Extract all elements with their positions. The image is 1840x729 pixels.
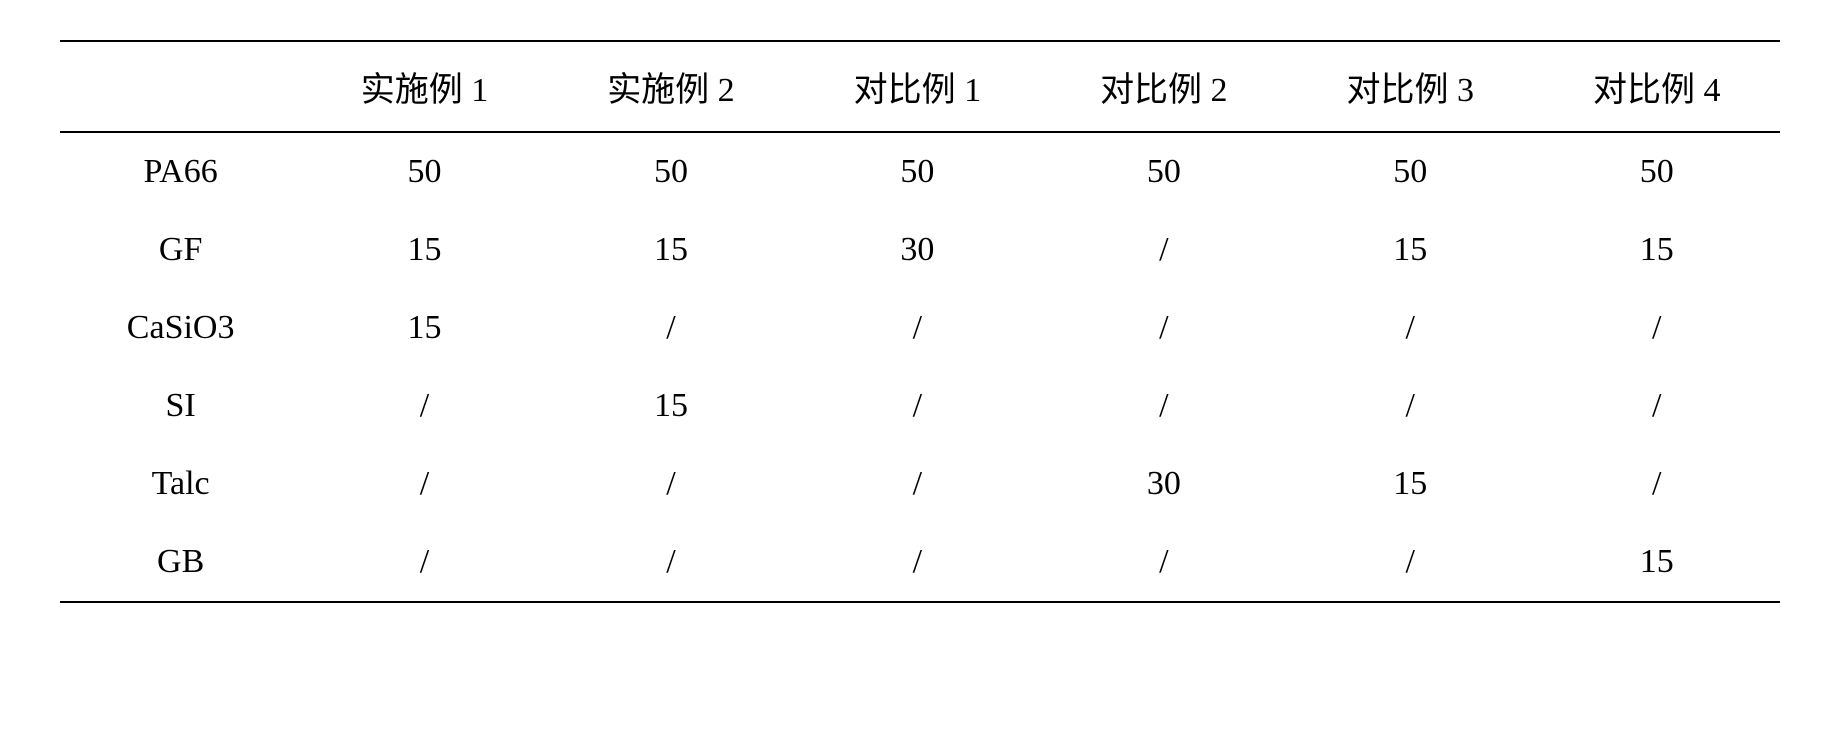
table-row: GB / / / / / 15 xyxy=(60,523,1780,602)
cell: / xyxy=(1041,367,1287,445)
cell: 30 xyxy=(794,211,1040,289)
cell: / xyxy=(794,289,1040,367)
cell: / xyxy=(301,367,547,445)
table-row: CaSiO3 15 / / / / / xyxy=(60,289,1780,367)
header-col-4: 对比例 2 xyxy=(1041,41,1287,132)
cell: 15 xyxy=(548,211,794,289)
cell: 15 xyxy=(1533,211,1780,289)
table-row: Talc / / / 30 15 / xyxy=(60,445,1780,523)
table-row: GF 15 15 30 / 15 15 xyxy=(60,211,1780,289)
cell: / xyxy=(548,445,794,523)
cell: / xyxy=(1041,523,1287,602)
table-row: PA66 50 50 50 50 50 50 xyxy=(60,132,1780,211)
cell: / xyxy=(794,367,1040,445)
cell: 15 xyxy=(1533,523,1780,602)
row-label: CaSiO3 xyxy=(60,289,301,367)
cell: / xyxy=(1533,289,1780,367)
cell: 50 xyxy=(1041,132,1287,211)
row-label: GB xyxy=(60,523,301,602)
cell: / xyxy=(794,523,1040,602)
cell: 15 xyxy=(301,289,547,367)
cell: 15 xyxy=(301,211,547,289)
cell: 50 xyxy=(1533,132,1780,211)
cell: / xyxy=(1533,445,1780,523)
cell: 15 xyxy=(1287,445,1533,523)
header-col-5: 对比例 3 xyxy=(1287,41,1533,132)
table-header-row: 实施例 1 实施例 2 对比例 1 对比例 2 对比例 3 对比例 4 xyxy=(60,41,1780,132)
header-col-6: 对比例 4 xyxy=(1533,41,1780,132)
cell: 50 xyxy=(794,132,1040,211)
cell: 30 xyxy=(1041,445,1287,523)
cell: / xyxy=(1041,211,1287,289)
table-row: SI / 15 / / / / xyxy=(60,367,1780,445)
cell: / xyxy=(548,289,794,367)
cell: / xyxy=(301,523,547,602)
cell: / xyxy=(794,445,1040,523)
header-col-1: 实施例 1 xyxy=(301,41,547,132)
cell: / xyxy=(1287,289,1533,367)
cell: 50 xyxy=(548,132,794,211)
cell: / xyxy=(1533,367,1780,445)
composition-table: 实施例 1 实施例 2 对比例 1 对比例 2 对比例 3 对比例 4 PA66… xyxy=(60,40,1780,603)
cell: / xyxy=(548,523,794,602)
cell: / xyxy=(1287,367,1533,445)
row-label: PA66 xyxy=(60,132,301,211)
row-label: Talc xyxy=(60,445,301,523)
row-label: SI xyxy=(60,367,301,445)
cell: 50 xyxy=(1287,132,1533,211)
cell: 50 xyxy=(301,132,547,211)
cell: 15 xyxy=(1287,211,1533,289)
cell: / xyxy=(1287,523,1533,602)
header-blank xyxy=(60,41,301,132)
cell: / xyxy=(301,445,547,523)
row-label: GF xyxy=(60,211,301,289)
cell: / xyxy=(1041,289,1287,367)
header-col-2: 实施例 2 xyxy=(548,41,794,132)
header-col-3: 对比例 1 xyxy=(794,41,1040,132)
cell: 15 xyxy=(548,367,794,445)
